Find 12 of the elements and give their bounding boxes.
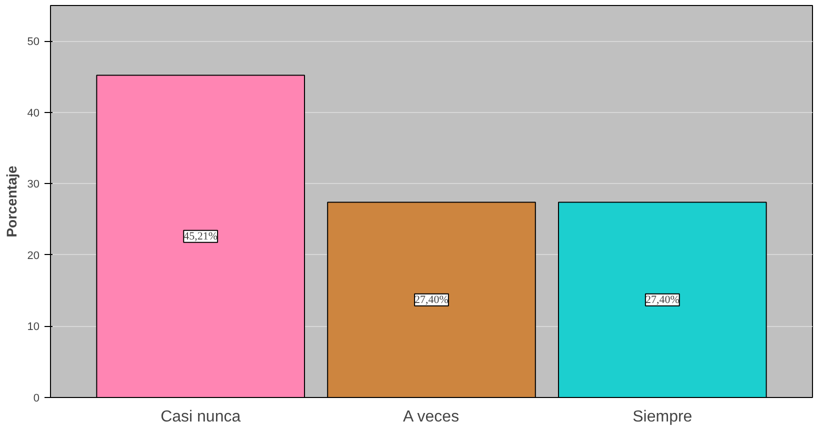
y-tick-label: 0 xyxy=(33,392,40,404)
y-tick-label: 30 xyxy=(27,178,40,191)
y-tick-label: 40 xyxy=(27,107,40,120)
x-tick-label: A veces xyxy=(403,408,460,426)
data-label: 27,40% xyxy=(414,294,448,306)
x-tick-label: Casi nunca xyxy=(160,408,241,426)
y-tick-label: 10 xyxy=(27,321,40,334)
x-tick-label: Siempre xyxy=(632,408,692,426)
y-tick-label: 20 xyxy=(27,250,40,262)
y-tick-label: 50 xyxy=(27,36,40,48)
data-label: 27,40% xyxy=(645,294,680,306)
y-axis-title: Porcentaje xyxy=(3,165,20,238)
